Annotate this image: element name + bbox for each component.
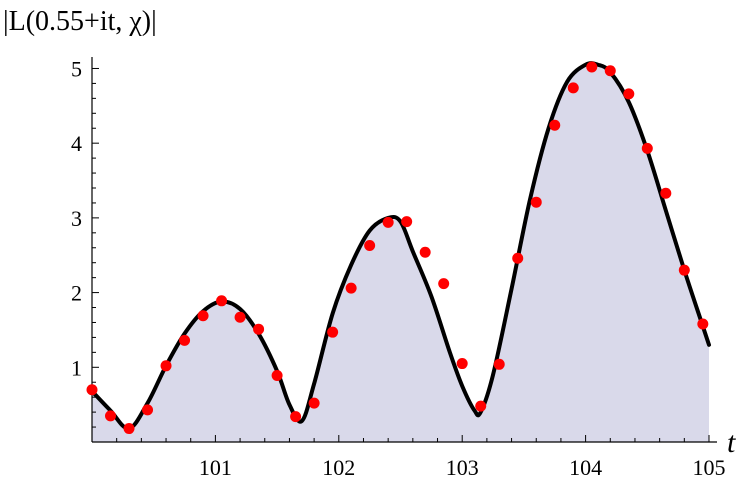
chart-title: |L(0.55+it, χ)| [3, 6, 157, 37]
area-fill [92, 63, 709, 442]
data-point [549, 119, 561, 131]
x-tick-label: 103 [446, 455, 479, 478]
data-point [86, 384, 98, 396]
x-tick-label: 105 [693, 455, 726, 478]
data-point [475, 400, 487, 412]
data-point [512, 252, 524, 264]
data-point [697, 318, 709, 330]
x-axis-label: t [727, 426, 736, 459]
data-point [401, 216, 413, 228]
data-point [419, 246, 431, 258]
data-point [586, 61, 598, 73]
data-point [253, 323, 265, 335]
series-points [86, 61, 709, 435]
data-point [271, 370, 283, 382]
data-point [567, 82, 579, 94]
data-point [160, 360, 172, 372]
data-point [641, 142, 653, 154]
y-tick-label: 3 [71, 206, 82, 231]
y-tick-label: 2 [71, 281, 82, 306]
data-point [623, 88, 635, 100]
data-point [197, 310, 209, 322]
ticks: 101 102 103 104 105 1 2 3 4 5 [71, 56, 726, 478]
data-point [308, 397, 320, 409]
data-point [142, 404, 154, 416]
y-tick-label: 1 [71, 355, 82, 380]
data-point [179, 334, 191, 346]
data-point [604, 65, 616, 77]
data-point [364, 240, 376, 252]
x-tick-label: 104 [569, 455, 602, 478]
data-point [234, 311, 246, 323]
data-point [345, 282, 357, 294]
data-point [123, 423, 135, 435]
data-point [216, 295, 228, 307]
data-point [678, 264, 690, 276]
data-point [382, 216, 394, 228]
data-point [456, 358, 468, 370]
data-point [530, 196, 542, 208]
series-curve [90, 61, 711, 431]
data-point [493, 358, 505, 370]
y-tick-label: 5 [71, 56, 82, 81]
data-point [660, 187, 672, 199]
axes [91, 57, 717, 443]
data-point [438, 278, 450, 290]
data-point [327, 326, 339, 338]
data-point [290, 411, 302, 423]
x-tick-label: 101 [199, 455, 232, 478]
y-tick-label: 4 [71, 131, 82, 156]
data-point [105, 410, 117, 422]
x-tick-label: 102 [322, 455, 355, 478]
